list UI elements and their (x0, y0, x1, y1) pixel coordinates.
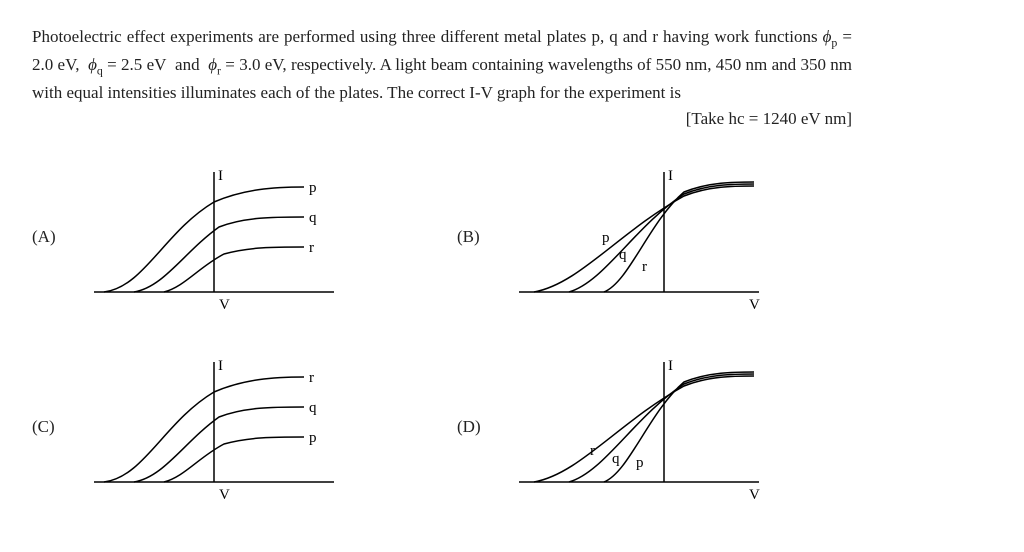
option-c: (C) I V r q p (32, 352, 427, 502)
option-b: (B) I V p q r (457, 162, 852, 312)
option-d: (D) I V r q p (457, 352, 852, 502)
y-axis-label: I (668, 168, 673, 184)
chart-a: I V p q r (84, 162, 344, 312)
option-b-label: (B) (457, 227, 489, 247)
curve-q-label: q (309, 400, 317, 416)
curve-q-label: q (619, 247, 627, 263)
curve-p-label: p (309, 430, 317, 446)
y-axis-label: I (668, 358, 673, 374)
curve-r-label: r (309, 370, 314, 386)
question-block: Photoelectric effect experiments are per… (32, 24, 852, 132)
curve-q (134, 217, 304, 292)
chart-b: I V p q r (509, 162, 769, 312)
curve-p (534, 376, 754, 482)
x-axis-label: V (749, 487, 760, 502)
question-text: Photoelectric effect experiments are per… (32, 24, 852, 106)
chart-d: I V r q p (509, 352, 769, 502)
options-grid: (A) I V p q r (B) I V p (32, 162, 852, 502)
curve-r (534, 186, 754, 292)
y-axis-label: I (218, 168, 223, 184)
option-a: (A) I V p q r (32, 162, 427, 312)
curve-p (164, 437, 304, 482)
x-axis-label: V (749, 297, 760, 312)
chart-c: I V r q p (84, 352, 344, 502)
curve-q-label: q (309, 210, 317, 226)
x-axis-label: V (219, 297, 230, 312)
option-c-label: (C) (32, 417, 64, 437)
option-d-label: (D) (457, 417, 489, 437)
curve-r-label: r (309, 240, 314, 256)
curve-r-label: r (642, 259, 647, 275)
curve-r (164, 247, 304, 292)
curve-q (569, 374, 754, 482)
curve-p-label: p (602, 230, 610, 246)
curve-p-label: p (309, 180, 317, 196)
hc-note: [Take hc = 1240 eV nm] (32, 106, 852, 132)
y-axis-label: I (218, 358, 223, 374)
curve-q-label: q (612, 451, 620, 467)
curve-q (569, 184, 754, 292)
curve-q (134, 407, 304, 482)
curve-p-label: p (636, 455, 644, 471)
option-a-label: (A) (32, 227, 64, 247)
x-axis-label: V (219, 487, 230, 502)
